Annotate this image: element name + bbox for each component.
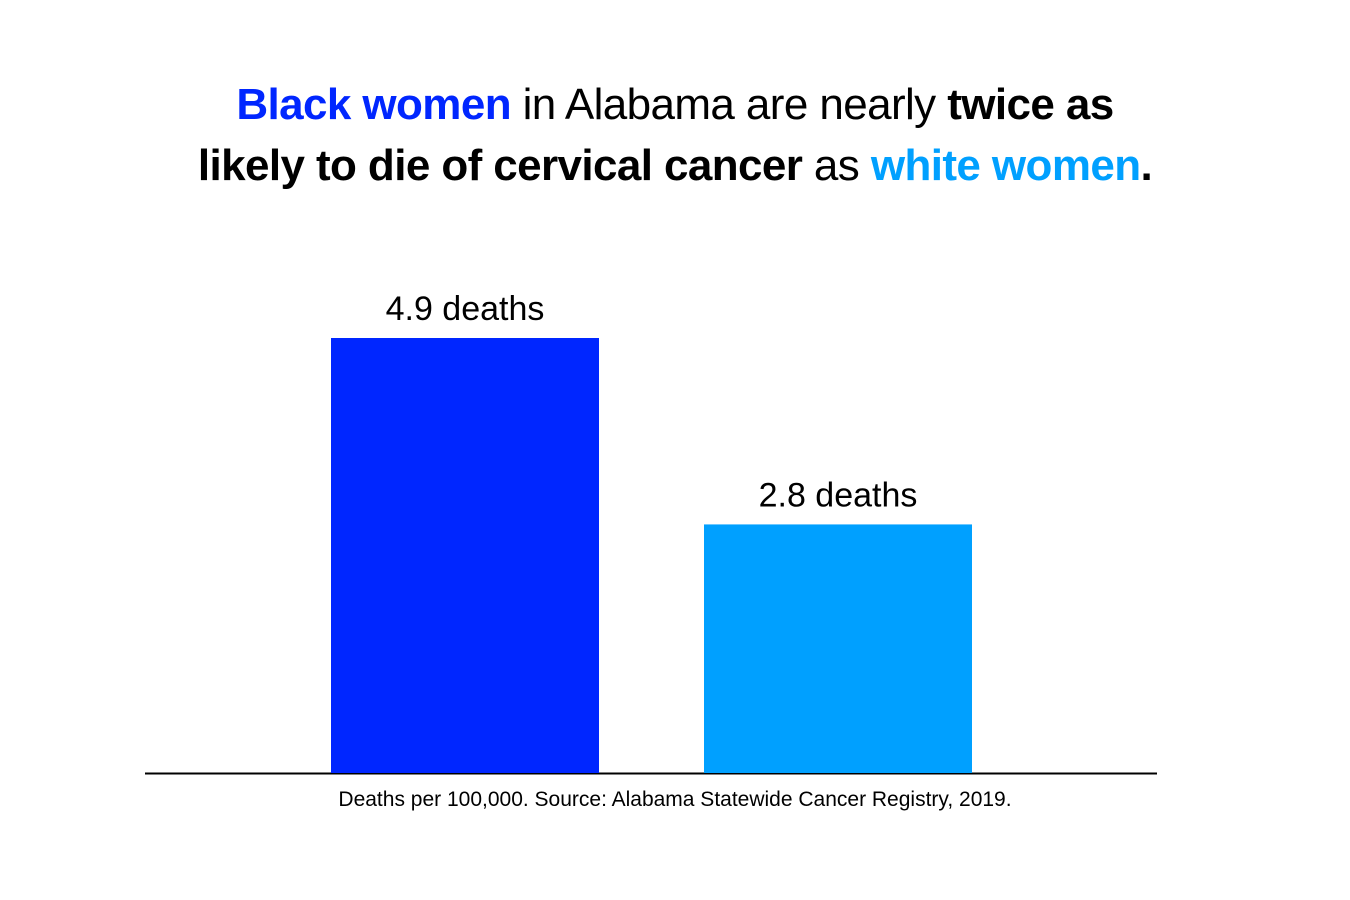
bar-black-women (331, 338, 599, 773)
title-run: likely to die of cervical cancer (197, 141, 803, 190)
chart-title: Black women in Alabama are nearly twice … (0, 74, 1350, 196)
data-label: 2.8 deaths (759, 476, 918, 514)
title-line-1: Black women in Alabama are nearly twice … (0, 74, 1350, 135)
title-run: . (1140, 141, 1153, 190)
bar-white-women (704, 524, 972, 773)
title-run: in Alabama are nearly (510, 80, 948, 129)
title-run: as (802, 141, 871, 190)
title-run: white women (870, 141, 1141, 190)
data-label: 4.9 deaths (386, 290, 545, 328)
title-run: twice as (947, 80, 1114, 129)
title-run: Black women (236, 80, 511, 129)
title-line-2: likely to die of cervical cancer as whit… (0, 135, 1350, 196)
source-footnote: Deaths per 100,000. Source: Alabama Stat… (338, 788, 1012, 811)
